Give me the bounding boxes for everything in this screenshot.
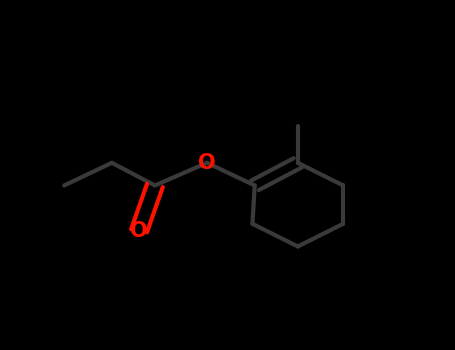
Text: O: O (130, 221, 148, 241)
Text: O: O (198, 153, 216, 173)
